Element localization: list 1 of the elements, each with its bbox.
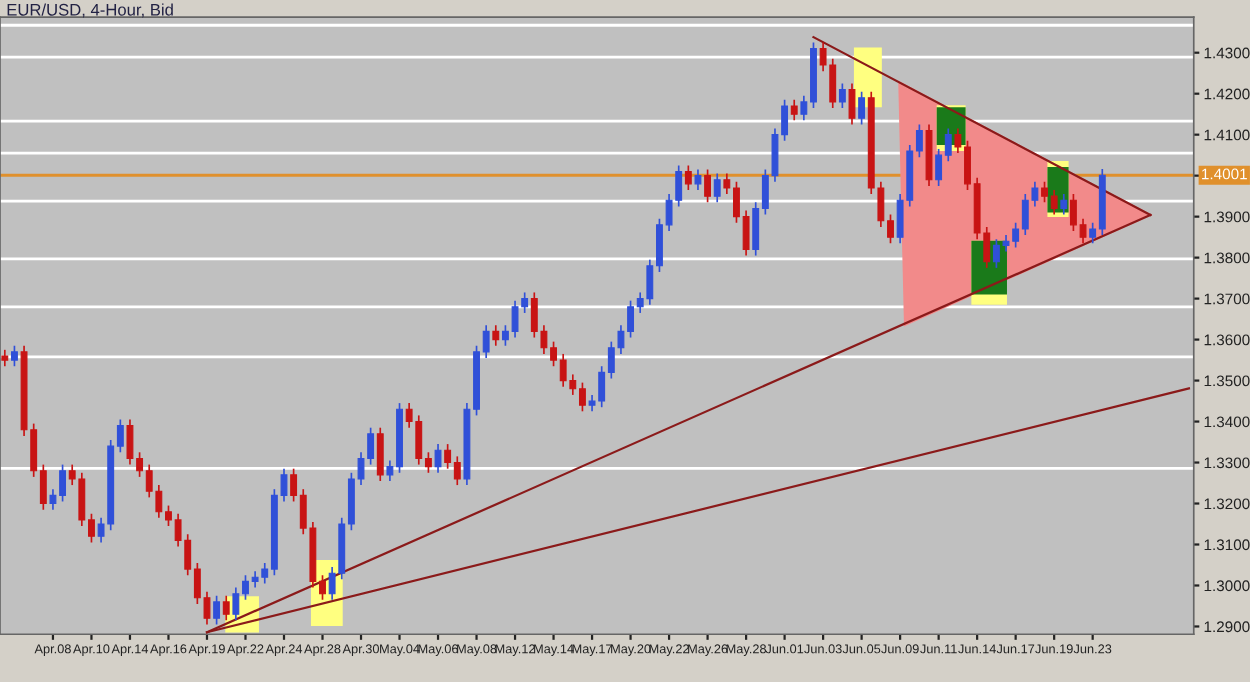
chart-title: EUR/USD, 4-Hour, Bid <box>7 3 173 18</box>
